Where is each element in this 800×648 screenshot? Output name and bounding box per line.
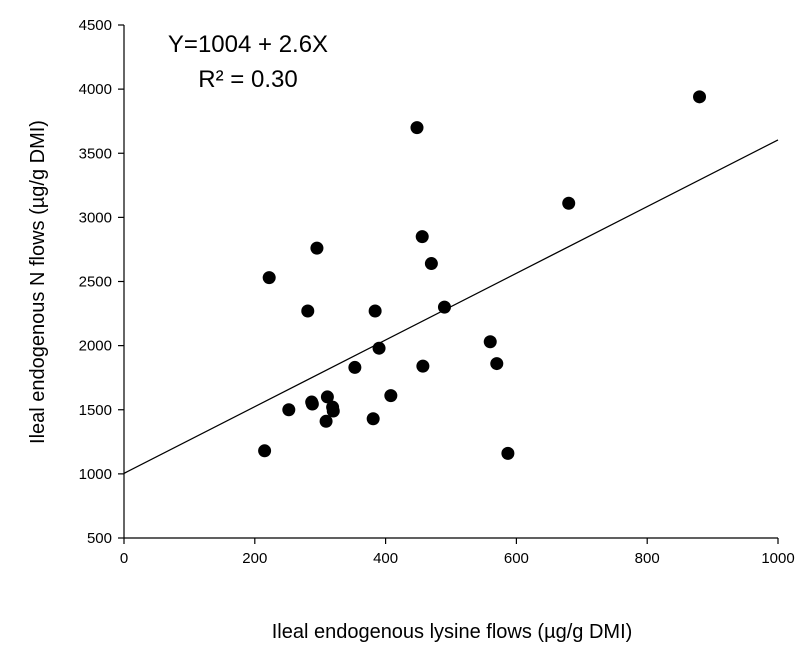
data-point	[501, 446, 515, 460]
data-point	[310, 241, 324, 255]
data-point	[483, 335, 497, 349]
x-axis-title: Ileal endogenous lysine flows (µg/g DMI)	[272, 621, 633, 643]
data-point	[693, 90, 707, 104]
axes	[123, 25, 778, 539]
data-point	[562, 196, 576, 210]
data-point	[305, 397, 319, 411]
data-point	[415, 230, 429, 244]
data-point	[348, 360, 362, 374]
x-tick-label: 0	[120, 550, 128, 567]
data-point	[416, 359, 430, 373]
x-tick-label: 800	[635, 550, 660, 567]
regression-equation: Y=1004 + 2.6X	[168, 31, 328, 58]
x-tick-label: 1000	[761, 550, 794, 567]
r-squared-annotation: R² = 0.30	[198, 66, 297, 93]
data-point	[258, 444, 272, 458]
y-tick-label: 4500	[79, 17, 112, 34]
y-tick-label: 2500	[79, 274, 112, 291]
data-point	[384, 389, 398, 403]
y-axis-title: Ileal endogenous N flows (µg/g DMI)	[27, 120, 49, 444]
data-point	[320, 390, 334, 404]
data-point	[424, 257, 438, 271]
data-point	[368, 304, 382, 318]
data-point	[319, 414, 333, 428]
regression-line	[123, 139, 779, 474]
data-point	[282, 403, 296, 417]
data-point	[372, 341, 386, 355]
y-tick-label: 1000	[79, 466, 112, 483]
data-point	[262, 271, 276, 285]
y-ticks: 500 1000 1500 2000 2500 3000 3500 4000 4500	[79, 17, 124, 547]
x-ticks: 0 200 400 600 800 1000	[120, 538, 795, 567]
y-tick-label: 500	[87, 530, 112, 547]
y-tick-label: 2000	[79, 338, 112, 355]
data-point	[366, 412, 380, 426]
data-points	[258, 90, 707, 460]
data-point	[437, 300, 451, 314]
x-tick-label: 600	[504, 550, 529, 567]
data-point	[326, 404, 340, 418]
y-tick-label: 4000	[79, 81, 112, 98]
y-tick-label: 3000	[79, 209, 112, 226]
data-point	[490, 357, 504, 371]
x-tick-label: 200	[242, 550, 267, 567]
data-point	[410, 121, 424, 135]
x-tick-label: 400	[373, 550, 398, 567]
y-tick-label: 3500	[79, 145, 112, 162]
y-tick-label: 1500	[79, 402, 112, 419]
data-point	[301, 304, 315, 318]
